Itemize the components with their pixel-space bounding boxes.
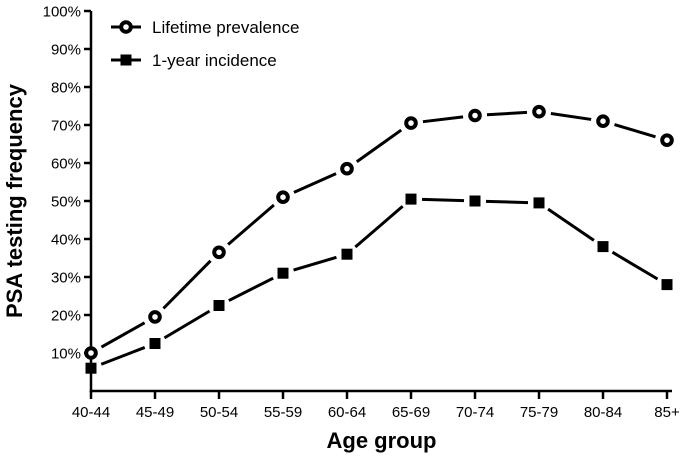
data-point-marker	[533, 197, 545, 209]
legend-item: 1-year incidence	[111, 51, 277, 70]
x-tick-label: 80-84	[584, 404, 622, 421]
legend-item: Lifetime prevalence	[111, 18, 299, 37]
legend-circle-marker-icon	[119, 20, 133, 34]
series-line-segment	[293, 172, 337, 194]
data-point-marker	[277, 267, 289, 279]
y-tick-label: 60%	[51, 155, 81, 172]
series-line-segment	[486, 110, 528, 117]
data-point-marker	[404, 116, 418, 130]
x-tick-label: 40-44	[72, 404, 110, 421]
data-point-marker	[469, 195, 481, 207]
data-point-marker	[660, 133, 674, 147]
series-line-segment	[100, 346, 146, 366]
series-line-segment	[163, 309, 211, 340]
data-point-marker	[661, 279, 673, 291]
data-point-marker	[532, 104, 546, 119]
data-point-marker	[341, 248, 353, 260]
data-point-marker	[213, 300, 225, 311]
x-tick-label: 75-79	[520, 404, 558, 421]
data-point-marker	[212, 245, 226, 260]
series-line-segment	[421, 197, 465, 203]
data-point-marker	[85, 362, 97, 374]
y-tick-label: 80%	[51, 79, 81, 96]
y-tick-label: 50%	[51, 193, 81, 210]
x-tick-label: 60-64	[328, 404, 366, 421]
y-tick-label: 20%	[51, 307, 81, 324]
series-line-segment	[228, 276, 274, 302]
x-tick-label: 50-54	[200, 404, 238, 421]
data-point-marker	[149, 338, 161, 349]
data-point-marker	[148, 310, 162, 324]
series-line-segment	[354, 205, 404, 249]
series-line-segment	[227, 203, 275, 246]
data-point-marker	[596, 114, 610, 128]
series-line-segment	[550, 111, 592, 121]
series-one-year-incidence	[85, 193, 673, 374]
series-line-segment	[422, 115, 464, 124]
y-tick-label: 100%	[43, 3, 81, 20]
series-line-segment	[162, 259, 212, 310]
data-point-marker	[340, 161, 354, 176]
x-tick-label: 85+	[654, 404, 680, 421]
y-tick-label: 30%	[51, 269, 81, 286]
y-axis-title: PSA testing frequency	[2, 83, 27, 318]
y-tick-label: 40%	[51, 231, 81, 248]
legend-square-marker-icon	[120, 54, 132, 66]
data-point-marker	[597, 241, 609, 253]
x-tick-label: 45-49	[136, 404, 174, 421]
series-line-segment	[485, 199, 529, 205]
x-axis-title: Age group	[327, 428, 437, 453]
series-line-segment	[547, 207, 595, 242]
series-lifetime-prevalence	[84, 104, 674, 360]
legend-label: 1-year incidence	[152, 51, 277, 70]
series-line-segment	[355, 128, 403, 163]
data-point-marker	[276, 190, 290, 204]
series-line-segment	[614, 123, 656, 139]
y-tick-label: 70%	[51, 117, 81, 134]
legend-label: Lifetime prevalence	[152, 18, 299, 37]
data-point-marker	[468, 108, 482, 123]
series-line-segment	[611, 250, 659, 281]
x-tick-label: 65-69	[392, 404, 430, 421]
data-point-marker	[84, 346, 98, 360]
series-line-segment	[293, 255, 337, 272]
x-tick-label: 70-74	[456, 404, 494, 421]
y-tick-label: 90%	[51, 41, 81, 58]
data-point-marker	[405, 193, 417, 205]
y-tick-label: 10%	[51, 345, 81, 362]
series-line-segment	[100, 321, 146, 349]
x-tick-label: 55-59	[264, 404, 302, 421]
